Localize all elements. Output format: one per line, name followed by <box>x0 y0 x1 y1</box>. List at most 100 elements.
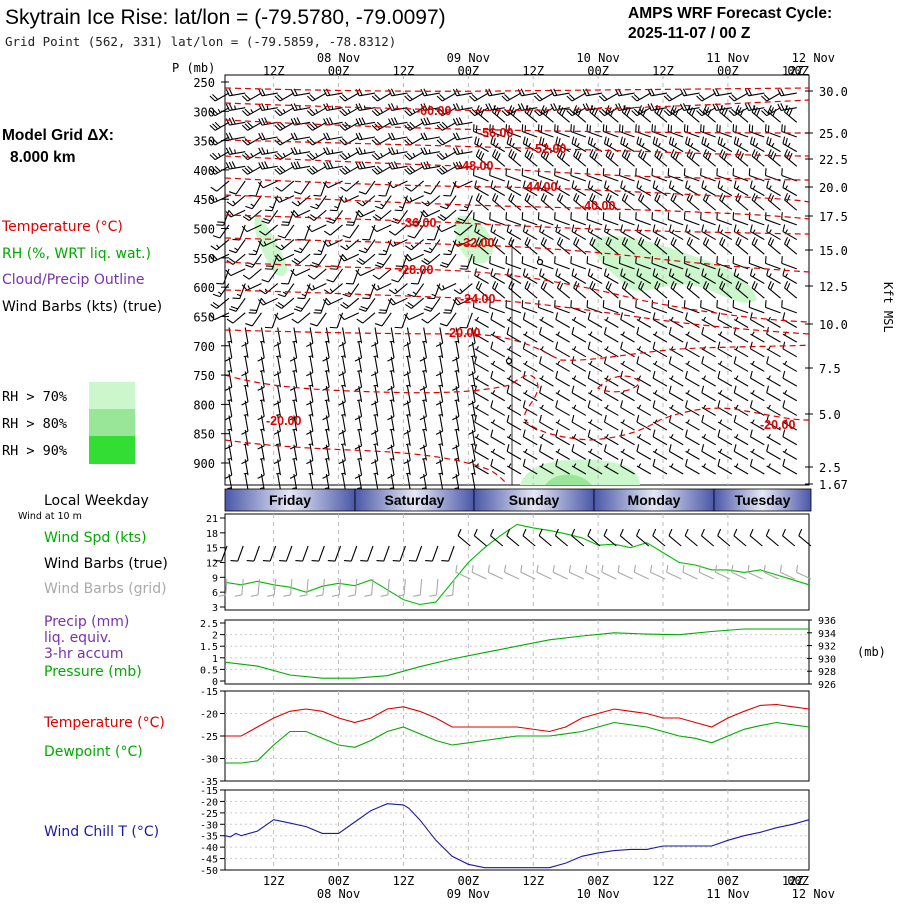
wind-barb-flag <box>603 385 607 393</box>
wind-barb-flag <box>241 110 248 117</box>
wind-barb-staff <box>244 444 249 461</box>
wind-barb-staff <box>750 436 765 446</box>
wind-barb <box>685 331 700 343</box>
wind-barb-flag <box>715 88 720 96</box>
wind-barb-flag <box>297 200 301 205</box>
wind-barb-flag <box>323 162 328 170</box>
wind-barb-flag <box>492 125 494 133</box>
wind-barb-flag <box>690 142 694 147</box>
wind-barb-flag <box>542 238 547 247</box>
wind-barb <box>227 356 233 373</box>
wind-barb-flag <box>633 564 636 573</box>
wind-barb <box>619 528 633 547</box>
wind-barb-staff <box>287 268 295 285</box>
wind-barb-flag <box>339 110 346 117</box>
wind-barb <box>571 224 587 241</box>
wind-barb-flag <box>522 136 526 144</box>
wind-barb-staff <box>716 174 733 182</box>
wind-barb <box>604 316 619 328</box>
wind-barb <box>225 103 246 112</box>
wind-barb-flag <box>733 224 737 232</box>
wind-barb-staff <box>701 421 716 431</box>
wind-barb-flag <box>226 318 234 324</box>
wind-barb-flag <box>555 268 559 276</box>
wind-barb <box>750 331 765 343</box>
wind-barb <box>700 124 716 138</box>
wind-barb-flag <box>438 443 443 446</box>
wind-barb-flag <box>406 108 413 115</box>
wind-barb-staff <box>277 415 281 432</box>
wind-barb-staff <box>322 578 325 595</box>
bottom-hour-label: 12Z <box>652 874 674 888</box>
wind-barb <box>354 459 363 479</box>
wind-barb-flag <box>587 341 591 349</box>
y-tick-label: -20 <box>200 710 218 721</box>
wind-barb-staff <box>571 465 587 475</box>
wind-barb-flag <box>782 528 786 536</box>
wind-barb-flag <box>212 123 219 130</box>
wind-barb <box>490 528 504 547</box>
wind-barb-flag <box>712 103 717 111</box>
wind-barb <box>212 283 230 298</box>
wind-barb-staff <box>390 400 395 417</box>
wind-barb-flag <box>312 165 319 172</box>
wind-barb-staff <box>617 571 633 580</box>
wind-barb-flag <box>490 268 494 276</box>
wind-barb-staff <box>523 377 538 387</box>
y-tick-label: 928 <box>818 667 836 678</box>
wind-barb-staff <box>782 377 798 387</box>
wind-barb <box>605 281 619 299</box>
wind-barb-staff <box>452 578 455 595</box>
wind-barb <box>748 212 765 226</box>
wind-barb <box>668 528 682 547</box>
wind-barb-flag <box>241 342 249 347</box>
wind-barb-flag <box>468 401 476 406</box>
wind-barb <box>701 136 716 153</box>
wind-barb-flag <box>586 212 589 220</box>
wind-barb <box>454 415 460 432</box>
wind-barb-flag <box>555 341 559 349</box>
wind-barb-flag <box>478 151 483 159</box>
wind-barb-flag <box>436 284 443 291</box>
wind-barb-staff <box>782 362 798 372</box>
wind-barb-flag <box>700 300 702 308</box>
wind-barb-staff <box>521 174 538 182</box>
wind-barb-flag <box>292 370 297 372</box>
wind-barb <box>685 312 700 328</box>
wind-barb-flag <box>636 356 640 364</box>
wind-barb-flag <box>228 88 233 96</box>
wind-barb-staff <box>782 231 798 241</box>
wind-barb-flag <box>474 356 478 364</box>
wind-barb-flag <box>441 165 448 172</box>
wind-barb <box>571 346 587 358</box>
wind-barb-flag <box>489 256 491 264</box>
wind-barb <box>469 107 489 117</box>
wind-barb-staff <box>342 371 346 388</box>
wind-barb-staff <box>604 275 619 285</box>
wind-barb-flag <box>341 108 348 115</box>
wind-barb-staff <box>316 195 327 210</box>
wind-barb-staff <box>651 306 668 314</box>
wind-barb-staff <box>750 421 765 431</box>
wind-barb-flag <box>698 108 705 115</box>
wind-barb-flag <box>277 152 284 159</box>
wind-barb-flag <box>339 124 346 131</box>
wind-barb <box>702 237 717 255</box>
wind-barb-staff <box>604 348 619 358</box>
wind-barb-flag <box>688 282 693 291</box>
wind-barb-staff <box>555 362 570 372</box>
wind-barb <box>782 448 798 460</box>
wind-barb <box>587 341 603 358</box>
wind-barb-staff <box>244 459 249 476</box>
wind-barb-flag <box>371 110 378 117</box>
wind-barb-flag <box>292 428 297 431</box>
pressure-unit: (mb) <box>857 645 886 659</box>
wind-barb <box>781 124 797 138</box>
wind-barb-flag <box>591 195 596 203</box>
wind-barb <box>380 578 390 597</box>
wind-barb-staff <box>255 180 262 197</box>
wind-barb-flag <box>315 203 320 207</box>
wind-barb-flag <box>293 209 299 217</box>
wind-barb-flag <box>390 161 396 169</box>
